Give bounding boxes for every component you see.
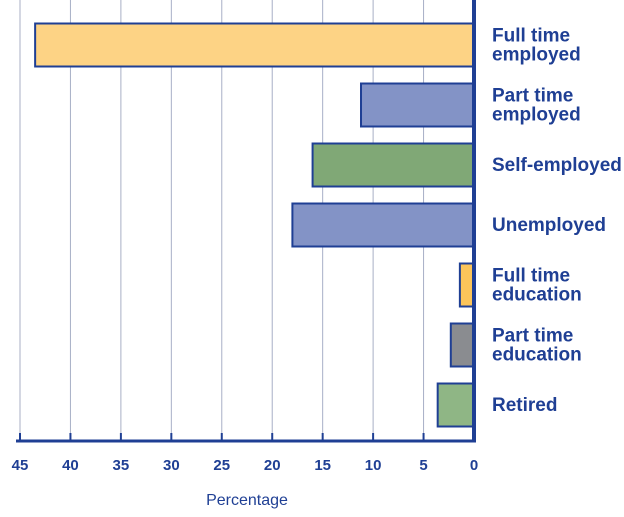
bar-part-time-employed [360, 82, 476, 128]
tick-label-15: 15 [314, 457, 331, 474]
category-label-unemployed: Unemployed [492, 215, 606, 236]
category-label-part-time-education: Part time education [492, 326, 582, 366]
tick-label-40: 40 [62, 457, 79, 474]
bar-part-time-education [449, 322, 476, 368]
x-tick-labels: 45 40 35 30 25 20 15 10 5 0 [12, 457, 479, 474]
tick-label-30: 30 [163, 457, 180, 474]
axes [16, 0, 476, 443]
tick-label-45: 45 [12, 457, 29, 474]
tick-label-0: 0 [470, 457, 478, 474]
bars [34, 22, 476, 428]
category-label-part-time-employed: Part time employed [492, 86, 581, 126]
x-axis-title: Percentage [206, 492, 288, 509]
tick-label-5: 5 [419, 457, 427, 474]
category-label-full-time-employed: Full time employed [492, 26, 581, 66]
tick-label-25: 25 [213, 457, 230, 474]
tick-label-20: 20 [264, 457, 281, 474]
bar-unemployed [291, 202, 475, 248]
tick-label-10: 10 [365, 457, 382, 474]
category-label-self-employed: Self-employed [492, 155, 622, 176]
bar-full-time-education [458, 262, 475, 308]
bar-full-time-employed [34, 22, 476, 68]
category-label-retired: Retired [492, 395, 557, 416]
x-tick-marks [19, 433, 475, 441]
bar-retired [436, 382, 475, 428]
category-label-full-time-education: Full time education [492, 266, 582, 306]
bar-self-employed [311, 142, 476, 188]
category-labels: Full time employed Part time employed Self-e… [492, 26, 622, 417]
tick-label-35: 35 [113, 457, 130, 474]
